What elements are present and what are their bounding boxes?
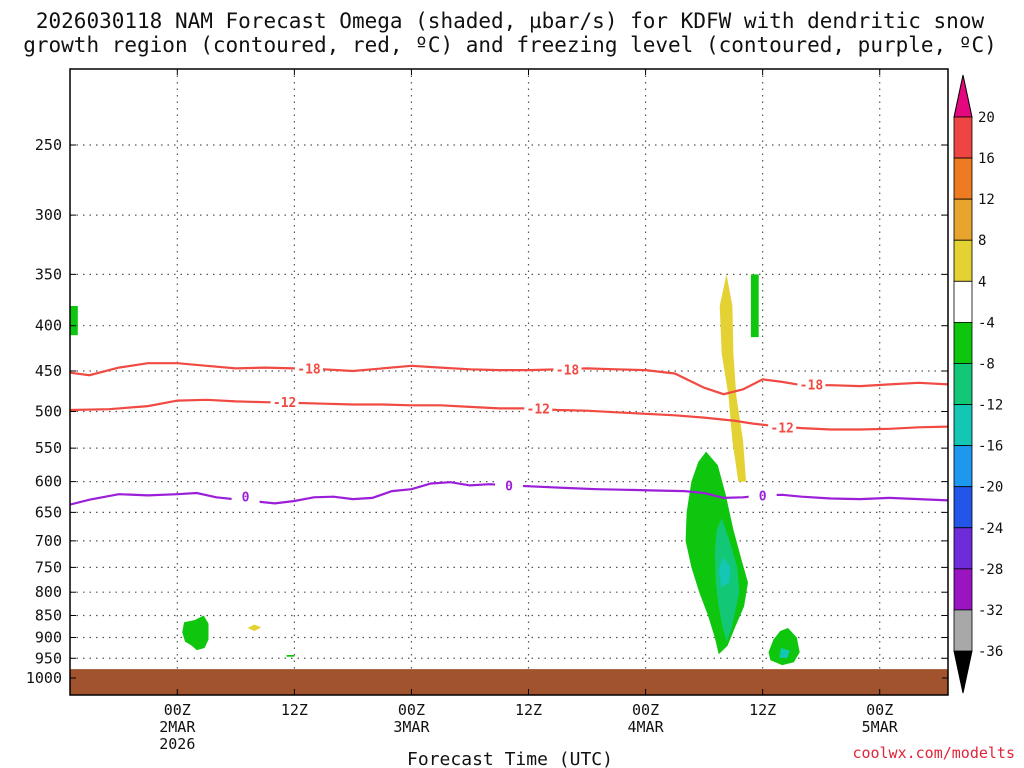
- colorbar-swatch-11: [953, 568, 973, 611]
- ytick-label-550: 550: [35, 439, 62, 457]
- xtick-label-78-1: 5MAR: [862, 718, 899, 736]
- xtick-label-78-0: 00Z: [866, 701, 893, 719]
- colorbar-swatch-8: [953, 445, 973, 488]
- ytick-label-750: 750: [35, 558, 62, 576]
- xtick-label-6-2: 2026: [159, 735, 195, 753]
- contour-label-bg: [553, 361, 582, 377]
- ytick-label-250: 250: [35, 136, 62, 154]
- colorbar-label-0: 20: [978, 110, 995, 126]
- xtick-label-30-1: 3MAR: [393, 718, 430, 736]
- colorbar-label-4: 4: [978, 274, 986, 290]
- contour-label-0C-1: 0: [505, 479, 513, 494]
- omega-yellow-plume: [719, 274, 747, 482]
- xtick-label-54-1: 4MAR: [628, 718, 665, 736]
- contour-label-bg: [797, 376, 826, 392]
- contour-label--12C-2: -12: [770, 421, 793, 436]
- xtick-label-30-0: 00Z: [398, 701, 425, 719]
- contour--12C: [70, 398, 948, 431]
- contour--18C: [70, 362, 948, 396]
- colorbar-label-2: 12: [978, 192, 995, 208]
- colorbar-label-5: -4: [978, 315, 995, 331]
- colorbar-swatch-5: [953, 321, 973, 364]
- contour-label--12C-0: -12: [273, 396, 296, 411]
- ytick-label-700: 700: [35, 532, 62, 550]
- colorbar-swatch-3: [953, 239, 973, 282]
- contour-label-0C-2: 0: [759, 489, 767, 504]
- omega-green-upper: [750, 274, 759, 338]
- plot-inner: -18 -18 -18 -12 -12 -12 0 0 0: [70, 69, 948, 695]
- colorbar-label-11: -28: [978, 562, 1003, 578]
- colorbar-bottom-arrow: [953, 650, 973, 694]
- contour-label-bg: [748, 487, 777, 503]
- chart-title-line1: 2026030118 NAM Forecast Omega (shaded, µ…: [36, 9, 985, 33]
- colorbar-swatch-6: [953, 363, 973, 405]
- x-axis-label: Forecast Time (UTC): [407, 749, 613, 768]
- colorbar-label-7: -12: [978, 398, 1003, 414]
- omega-green-right: [768, 628, 800, 666]
- contour-label-bg: [270, 394, 299, 410]
- colorbar-swatch-12: [953, 609, 973, 652]
- colorbar-label-1: 16: [978, 151, 995, 167]
- colorbar-swatch-1: [953, 157, 973, 200]
- plot-frame: [69, 68, 949, 696]
- omega-green-left-edge: [70, 306, 78, 336]
- contour-label--18C-0: -18: [297, 362, 321, 377]
- contour-label-bg: [524, 400, 553, 416]
- contour-label-bg: [768, 419, 797, 435]
- ytick-label-900: 900: [35, 628, 62, 646]
- omega-yellow-small: [247, 624, 262, 631]
- contour-label-bg: [231, 488, 260, 504]
- colorbar-label-9: -20: [978, 480, 1003, 496]
- colorbar-swatch-2: [953, 198, 973, 241]
- credit-text: coolwx.com/modelts: [852, 744, 1015, 762]
- xtick-label-6-1: 2MAR: [159, 718, 196, 736]
- ytick-label-650: 650: [35, 503, 62, 521]
- colorbar-swatch-4: [953, 280, 973, 323]
- ytick-label-950: 950: [35, 649, 62, 667]
- xtick-label-6-0: 00Z: [164, 701, 191, 719]
- contour-0C: [70, 481, 948, 506]
- colorbar-swatch-0: [953, 116, 973, 159]
- ytick-label-600: 600: [35, 473, 62, 491]
- ytick-label-1000: 1000: [26, 669, 62, 687]
- colorbar-label-13: -36: [978, 644, 1003, 660]
- colorbar-label-10: -24: [978, 521, 1003, 537]
- ytick-label-300: 300: [35, 206, 62, 224]
- below-ground: [70, 669, 948, 678]
- contour-label--18C-2: -18: [800, 378, 824, 393]
- ytick-label-450: 450: [35, 362, 62, 380]
- colorbar-label-8: -16: [978, 439, 1003, 455]
- omega-green-early: [182, 615, 209, 651]
- omega-green-tiny: [286, 655, 295, 657]
- contour-label-0C-0: 0: [242, 491, 250, 506]
- colorbar-label-6: -8: [978, 356, 995, 372]
- plot-area: -18 -18 -18 -12 -12 -12 0 0 0 250 300 350 400 450 500 5…: [26, 68, 1003, 753]
- xtick-label-42-0: 12Z: [515, 701, 542, 719]
- omega-teal-right: [779, 648, 790, 659]
- colorbar-top-arrow: [953, 74, 973, 118]
- surface-fill: [70, 677, 948, 695]
- colorbar-label-12: -32: [978, 603, 1003, 619]
- colorbar-swatch-9: [953, 486, 973, 529]
- chart-title-line2: growth region (contoured, red, ºC) and f…: [23, 33, 997, 57]
- ytick-label-500: 500: [35, 403, 62, 421]
- ytick-label-350: 350: [35, 265, 62, 283]
- colorbar-label-3: 8: [978, 233, 986, 249]
- colorbar-swatch-10: [953, 527, 973, 570]
- ytick-label-850: 850: [35, 607, 62, 625]
- contour-label-bg: [295, 360, 324, 376]
- ytick-label-400: 400: [35, 317, 62, 335]
- omega-cyan-main: [718, 557, 731, 588]
- xtick-label-54-0: 00Z: [632, 701, 659, 719]
- contour-label--12C-1: -12: [527, 402, 550, 417]
- colorbar-swatch-7: [953, 404, 973, 447]
- contour-label-bg: [495, 477, 523, 493]
- contour-label--18C-1: -18: [556, 363, 580, 378]
- ytick-label-800: 800: [35, 583, 62, 601]
- xtick-label-18-0: 12Z: [281, 701, 308, 719]
- xtick-label-66-0: 12Z: [749, 701, 776, 719]
